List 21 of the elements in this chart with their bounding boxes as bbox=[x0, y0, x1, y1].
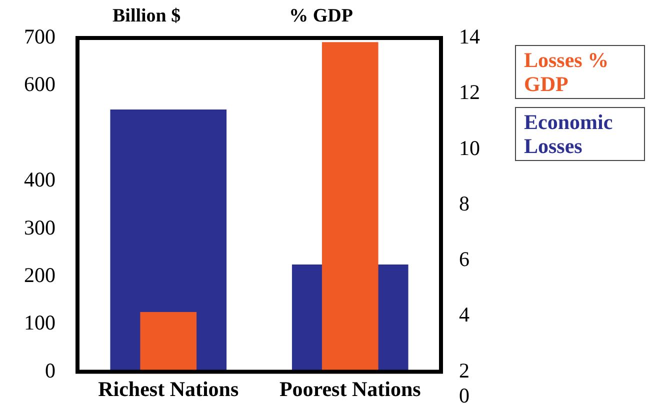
y2-tick-label: 10 bbox=[459, 136, 480, 160]
y2-tick-label: 4 bbox=[459, 302, 470, 327]
y-axis-title: Billion $ bbox=[112, 5, 181, 26]
text: Economic Losses bbox=[515, 107, 645, 161]
y-tick-label: 600 bbox=[24, 72, 56, 96]
y2-tick-label: 12 bbox=[459, 80, 480, 104]
y-tick-label: 0 bbox=[45, 358, 56, 382]
y2-tick-label: 2 bbox=[459, 358, 470, 382]
x-tick-label: Richest Nations bbox=[98, 376, 239, 401]
x-tick-label: Poorest Nations bbox=[279, 376, 421, 401]
y2-tick-label: 6 bbox=[459, 247, 470, 272]
text: 0 bbox=[459, 383, 470, 408]
text: Losses % GDP bbox=[515, 45, 645, 99]
y2-tick-label: 14 bbox=[459, 24, 480, 49]
y-tick-label: 300 bbox=[24, 215, 56, 240]
y-tick-label: 100 bbox=[24, 310, 56, 335]
y-tick-label: 400 bbox=[24, 168, 56, 192]
y-tick-label: 700 bbox=[24, 24, 56, 49]
y2-tick-label: 8 bbox=[459, 191, 470, 216]
y-tick-label: 200 bbox=[24, 262, 56, 287]
y2-axis-title: % GDP bbox=[289, 5, 354, 26]
